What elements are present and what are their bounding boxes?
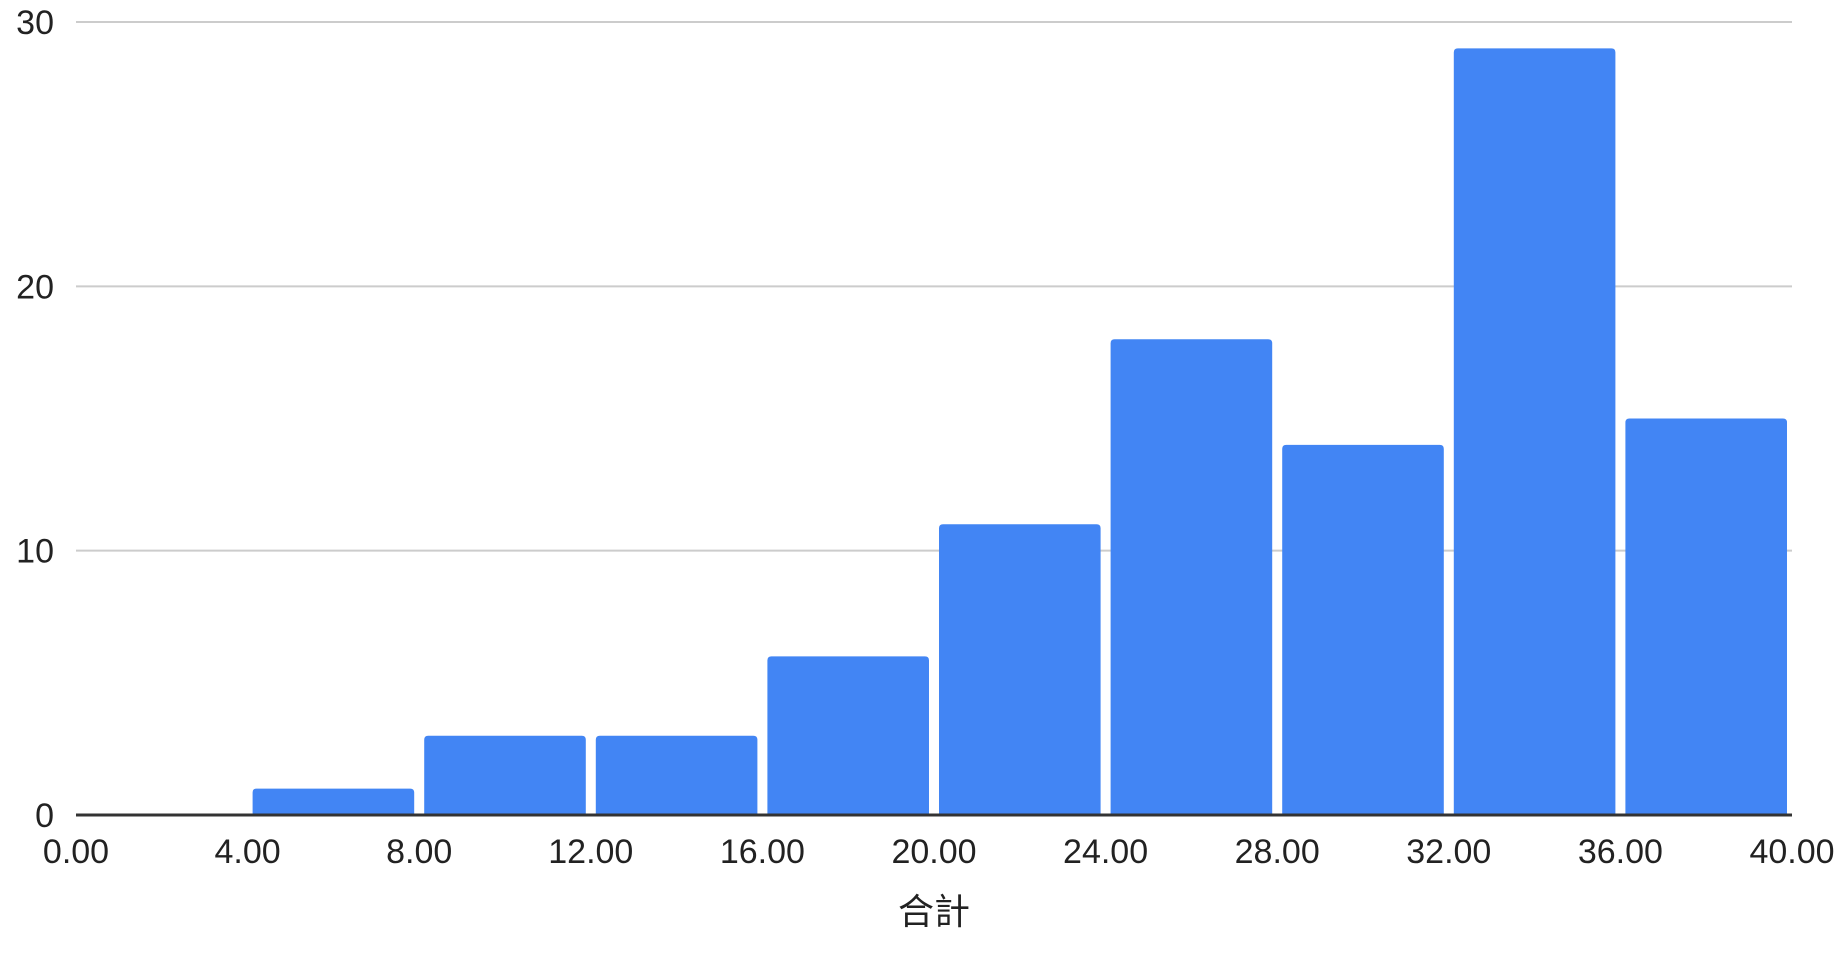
y-tick-label: 10 (16, 533, 54, 571)
histogram-bar (595, 735, 758, 815)
histogram-bar (1453, 48, 1616, 815)
histogram-bar (1625, 418, 1787, 815)
x-tick-labels: 0.00 4.00 8.00 12.00 16.00 20.00 24.00 28.00 32.… (43, 833, 1835, 871)
x-tick-label: 24.00 (1063, 833, 1148, 871)
histogram-bar (767, 656, 929, 815)
y-tick-label: 20 (16, 268, 54, 306)
y-tick-label: 0 (35, 797, 54, 835)
x-tick-label: 12.00 (548, 833, 633, 871)
x-tick-label: 28.00 (1235, 833, 1320, 871)
histogram-bar (252, 788, 415, 815)
y-tick-label: 30 (16, 4, 54, 42)
histogram-bar (424, 735, 586, 815)
x-tick-label: 4.00 (215, 833, 281, 871)
bars (252, 48, 1787, 815)
x-tick-label: 32.00 (1406, 833, 1491, 871)
x-axis-title: 合計 (898, 892, 970, 933)
x-tick-label: 16.00 (720, 833, 805, 871)
x-tick-label: 20.00 (891, 833, 976, 871)
x-tick-label: 40.00 (1749, 833, 1834, 871)
x-tick-label: 36.00 (1578, 833, 1663, 871)
x-tick-label: 8.00 (386, 833, 452, 871)
histogram-bar (1110, 339, 1273, 815)
histogram-bar (1282, 444, 1444, 815)
histogram-bar (939, 524, 1101, 815)
y-tick-labels: 0 10 20 30 (16, 4, 54, 835)
x-tick-label: 0.00 (43, 833, 109, 871)
